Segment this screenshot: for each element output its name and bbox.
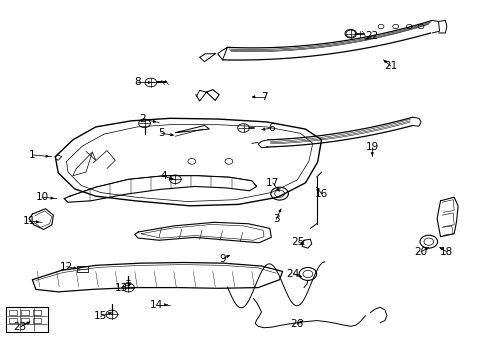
Text: 1: 1 — [29, 150, 36, 160]
Bar — [9, 318, 17, 323]
Text: 12: 12 — [60, 262, 73, 272]
Text: 10: 10 — [36, 192, 49, 202]
Bar — [33, 318, 41, 323]
Text: 8: 8 — [134, 77, 140, 87]
FancyBboxPatch shape — [5, 307, 47, 332]
Text: 14: 14 — [150, 300, 163, 310]
Text: 7: 7 — [260, 92, 267, 102]
Text: 13: 13 — [115, 283, 128, 293]
Text: 4: 4 — [161, 171, 167, 181]
Text: 16: 16 — [314, 189, 327, 199]
Text: 11: 11 — [22, 216, 36, 226]
Text: 15: 15 — [94, 311, 107, 321]
Bar — [21, 310, 29, 315]
Bar — [77, 266, 88, 272]
Text: 23: 23 — [14, 322, 27, 332]
Text: 19: 19 — [365, 142, 378, 152]
Bar — [33, 310, 41, 315]
Text: 17: 17 — [265, 178, 279, 188]
Text: 26: 26 — [290, 319, 303, 329]
Text: 25: 25 — [291, 237, 304, 247]
Bar — [9, 310, 17, 315]
Text: 9: 9 — [219, 254, 225, 264]
Text: 18: 18 — [439, 247, 452, 257]
Text: 5: 5 — [158, 129, 164, 138]
Text: 24: 24 — [286, 269, 299, 279]
Text: 22: 22 — [365, 31, 378, 41]
Text: 6: 6 — [267, 123, 274, 133]
Text: 2: 2 — [139, 114, 145, 124]
Text: 3: 3 — [272, 215, 279, 224]
Bar — [21, 318, 29, 323]
Text: 20: 20 — [414, 247, 427, 257]
Text: 21: 21 — [384, 61, 397, 71]
